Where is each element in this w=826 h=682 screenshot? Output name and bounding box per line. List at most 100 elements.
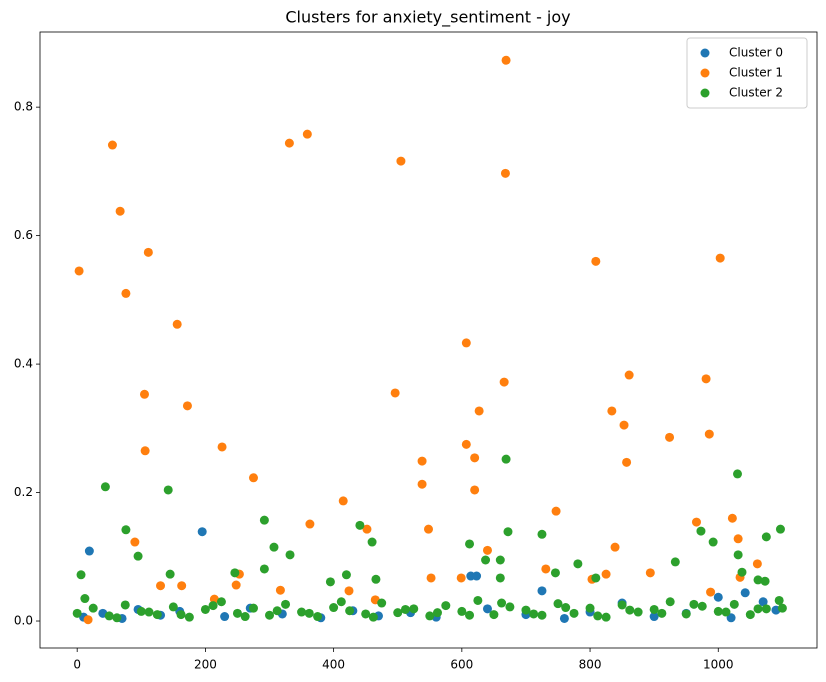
scatter-point <box>529 609 539 619</box>
legend-label: Cluster 0 <box>729 46 783 60</box>
scatter-point <box>259 515 269 525</box>
scatter-point <box>130 537 140 547</box>
scatter-point <box>269 542 279 552</box>
scatter-point <box>72 608 82 618</box>
scatter-point <box>745 610 755 620</box>
scatter-point <box>733 534 743 544</box>
y-tick-label: 0.4 <box>14 357 33 371</box>
scatter-point <box>361 609 371 619</box>
scatter-point <box>591 256 601 266</box>
scatter-point <box>733 469 743 479</box>
legend-frame <box>686 37 808 109</box>
scatter-point <box>649 604 659 614</box>
scatter-point <box>729 599 739 609</box>
scatter-point <box>715 253 725 263</box>
scatter-point <box>541 564 551 574</box>
scatter-point <box>168 602 178 612</box>
scatter-point <box>573 559 583 569</box>
scatter-point <box>136 606 146 616</box>
scatter-point <box>500 168 510 178</box>
scatter-point <box>281 599 291 609</box>
scatter-point <box>706 587 716 597</box>
scatter-point <box>284 138 294 148</box>
scatter-point <box>761 604 771 614</box>
scatter-point <box>681 609 691 619</box>
scatter-point <box>569 608 579 618</box>
scatter-point <box>497 598 507 608</box>
scatter-point <box>633 607 643 617</box>
scatter-point <box>470 453 480 463</box>
scatter-point <box>432 608 442 618</box>
scatter-point <box>325 577 335 587</box>
scatter-point <box>336 597 346 607</box>
scatter-point <box>143 247 153 257</box>
scatter-point <box>670 557 680 567</box>
scatter-point <box>499 377 509 387</box>
scatter-point <box>231 580 241 590</box>
scatter-point <box>217 442 227 452</box>
scatter-point <box>165 569 175 579</box>
scatter-point <box>417 479 427 489</box>
scatter-point <box>593 611 603 621</box>
scatter-point <box>265 610 275 620</box>
scatter-point <box>104 611 114 621</box>
scatter-point <box>561 603 571 613</box>
x-tick-label: 400 <box>322 658 345 672</box>
scatter-point <box>345 606 355 616</box>
scatter-point <box>425 611 435 621</box>
scatter-point <box>84 546 94 556</box>
scatter-point <box>248 473 258 483</box>
scatter-point <box>156 581 166 591</box>
scatter-point <box>753 604 763 614</box>
scatter-point <box>657 608 667 618</box>
scatter-point <box>107 140 117 150</box>
scatter-point <box>240 612 250 622</box>
scatter-point <box>112 613 122 623</box>
scatter-point <box>481 555 491 565</box>
scatter-point <box>649 612 659 622</box>
scatter-point <box>537 586 547 596</box>
scatter-point <box>144 607 154 617</box>
scatter-point <box>133 551 143 561</box>
scatter-point <box>622 457 632 467</box>
scatter-point <box>341 570 351 580</box>
scatter-point <box>591 573 601 583</box>
scatter-point <box>76 570 86 580</box>
y-tick-label: 0.6 <box>14 228 33 242</box>
scatter-point <box>232 608 242 618</box>
scatter-point <box>200 604 210 614</box>
scatter-point <box>230 568 240 578</box>
scatter-point <box>297 607 307 617</box>
scatter-point <box>216 597 226 607</box>
scatter-point <box>304 608 314 618</box>
scatter-point <box>393 608 403 618</box>
scatter-point <box>521 605 531 615</box>
scatter-point <box>362 524 372 534</box>
scatter-point <box>470 485 480 495</box>
legend-marker <box>700 88 710 98</box>
scatter-point <box>713 606 723 616</box>
scatter-point <box>752 559 762 569</box>
scatter-point <box>740 588 750 598</box>
scatter-point <box>537 529 547 539</box>
scatter-point <box>409 604 419 614</box>
scatter-point <box>501 454 511 464</box>
scatter-point <box>248 603 258 613</box>
scatter-point <box>585 603 595 613</box>
scatter-point <box>465 610 475 620</box>
scatter-point <box>737 567 747 577</box>
scatter-point <box>726 613 736 623</box>
scatter-point <box>665 597 675 607</box>
scatter-point <box>275 585 285 595</box>
scatter-point <box>121 288 131 298</box>
scatter-point <box>115 206 125 216</box>
scatter-point <box>704 429 714 439</box>
scatter-point <box>777 603 787 613</box>
legend-label: Cluster 2 <box>729 86 783 100</box>
y-tick-label: 0.0 <box>14 614 33 628</box>
scatter-point <box>537 610 547 620</box>
scatter-point <box>305 519 315 529</box>
scatter-point <box>344 586 354 596</box>
scatter-point <box>701 374 711 384</box>
